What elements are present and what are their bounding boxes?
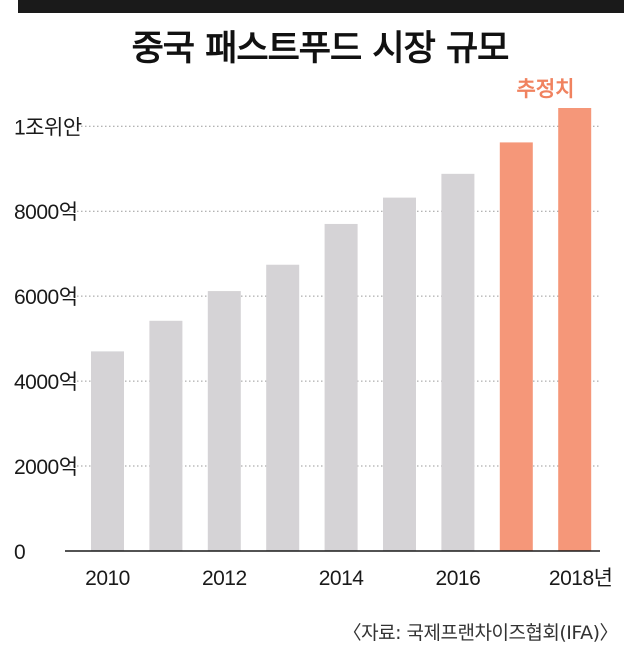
y-tick-label: 6000억 xyxy=(14,286,78,309)
y-tick-label: 8000억 xyxy=(14,201,78,224)
x-tick-label: 2018년 xyxy=(549,567,613,590)
bar xyxy=(207,291,241,551)
y-tick-label: 4000억 xyxy=(14,371,78,394)
y-tick-label: 1조위안 xyxy=(14,116,82,139)
x-tick-label: 2012 xyxy=(202,567,247,590)
bar xyxy=(266,264,300,551)
y-tick-label: 2000억 xyxy=(14,456,78,479)
source-note: 〈자료: 국제프랜차이즈협회(IFA)〉 xyxy=(342,622,619,644)
x-tick-label: 2010 xyxy=(85,567,130,590)
y-tick-label: 0 xyxy=(14,541,25,564)
bar xyxy=(558,108,592,551)
top-bar xyxy=(18,0,624,13)
bar xyxy=(91,351,124,551)
bar xyxy=(441,173,475,551)
x-tick-label: 2014 xyxy=(319,567,365,590)
estimate-label: 추정치 xyxy=(517,77,575,101)
chart-title: 중국 패스트푸드 시장 규모 xyxy=(131,29,510,69)
bar xyxy=(383,197,416,551)
x-tick-label: 2016 xyxy=(436,567,481,590)
bar xyxy=(324,223,358,552)
bar xyxy=(499,142,533,552)
bar xyxy=(149,320,183,551)
